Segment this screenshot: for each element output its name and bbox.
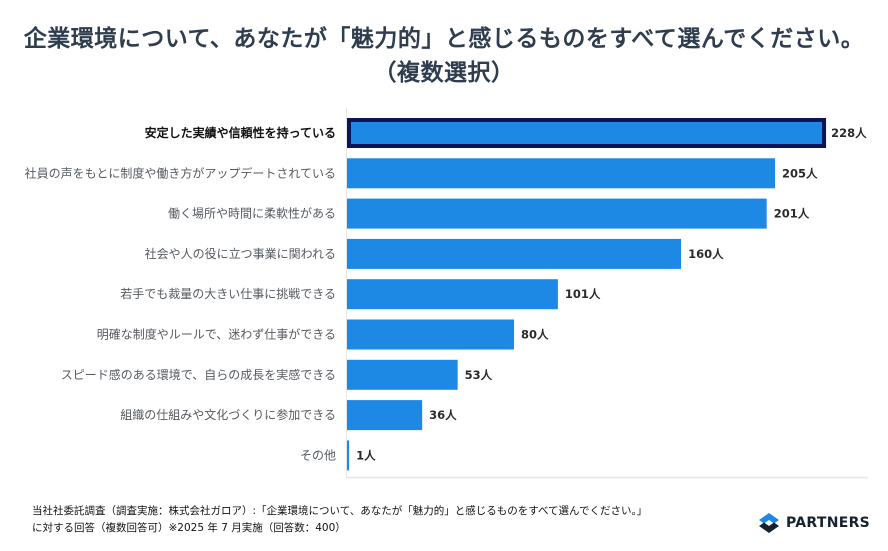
category-label: スピード感のある環境で、自らの成長を実感できる bbox=[61, 367, 336, 382]
bar bbox=[347, 440, 350, 471]
bar bbox=[347, 319, 515, 350]
category-label: 組織の仕組みや文化づくりに参加できる bbox=[120, 407, 336, 422]
value-label: 160人 bbox=[688, 247, 724, 261]
value-label: 201人 bbox=[774, 207, 810, 221]
bar-highlighted bbox=[347, 118, 827, 148]
footnote: 当社社委託調査（調査実施：株式会社ガロア）:「企業環境について、あなたが「魅力的… bbox=[32, 503, 647, 537]
bar bbox=[347, 279, 558, 310]
partners-logo-icon bbox=[759, 513, 779, 533]
footnote-line-2: に対する回答（複数回答可）※2025 年 7 月実施（回答数：400） bbox=[32, 522, 346, 534]
category-label: 働く場所や時間に柔軟性がある bbox=[168, 206, 336, 221]
footnote-line-1: 当社社委託調査（調査実施：株式会社ガロア）:「企業環境について、あなたが「魅力的… bbox=[32, 505, 648, 517]
bar bbox=[347, 359, 458, 390]
bar bbox=[347, 158, 776, 189]
partners-logo-text: PARTNERS bbox=[786, 515, 871, 531]
category-label: 安定した実績や信頼性を持っている bbox=[145, 125, 336, 140]
bar-chart: 安定した実績や信頼性を持っている 228人社員の声をもとに制度や働き方がアップデー… bbox=[25, 108, 868, 479]
chart-title: 企業環境について、あなたが「魅力的」と感じるものをすべて選んでください。（複数選… bbox=[23, 26, 865, 86]
bar bbox=[347, 238, 682, 269]
bar bbox=[347, 400, 423, 431]
value-label: 53人 bbox=[465, 368, 493, 382]
value-label: 80人 bbox=[521, 328, 549, 342]
value-label: 228人 bbox=[831, 126, 867, 140]
category-label: 明確な制度やルールで、迷わず仕事ができる bbox=[97, 327, 336, 342]
value-label: 205人 bbox=[782, 166, 818, 180]
category-label: その他 bbox=[300, 448, 336, 462]
category-label: 社会や人の役に立つ事業に関われる bbox=[145, 246, 336, 261]
bar bbox=[347, 198, 767, 229]
value-label: 1人 bbox=[356, 448, 376, 462]
partners-logo: PARTNERS bbox=[758, 511, 870, 535]
value-label: 101人 bbox=[565, 287, 601, 301]
category-label: 若手でも裁量の大きい仕事に挑戦できる bbox=[120, 287, 336, 301]
value-label: 36人 bbox=[429, 408, 457, 422]
category-label: 社員の声をもとに制度や働き方がアップデートされている bbox=[25, 165, 336, 180]
